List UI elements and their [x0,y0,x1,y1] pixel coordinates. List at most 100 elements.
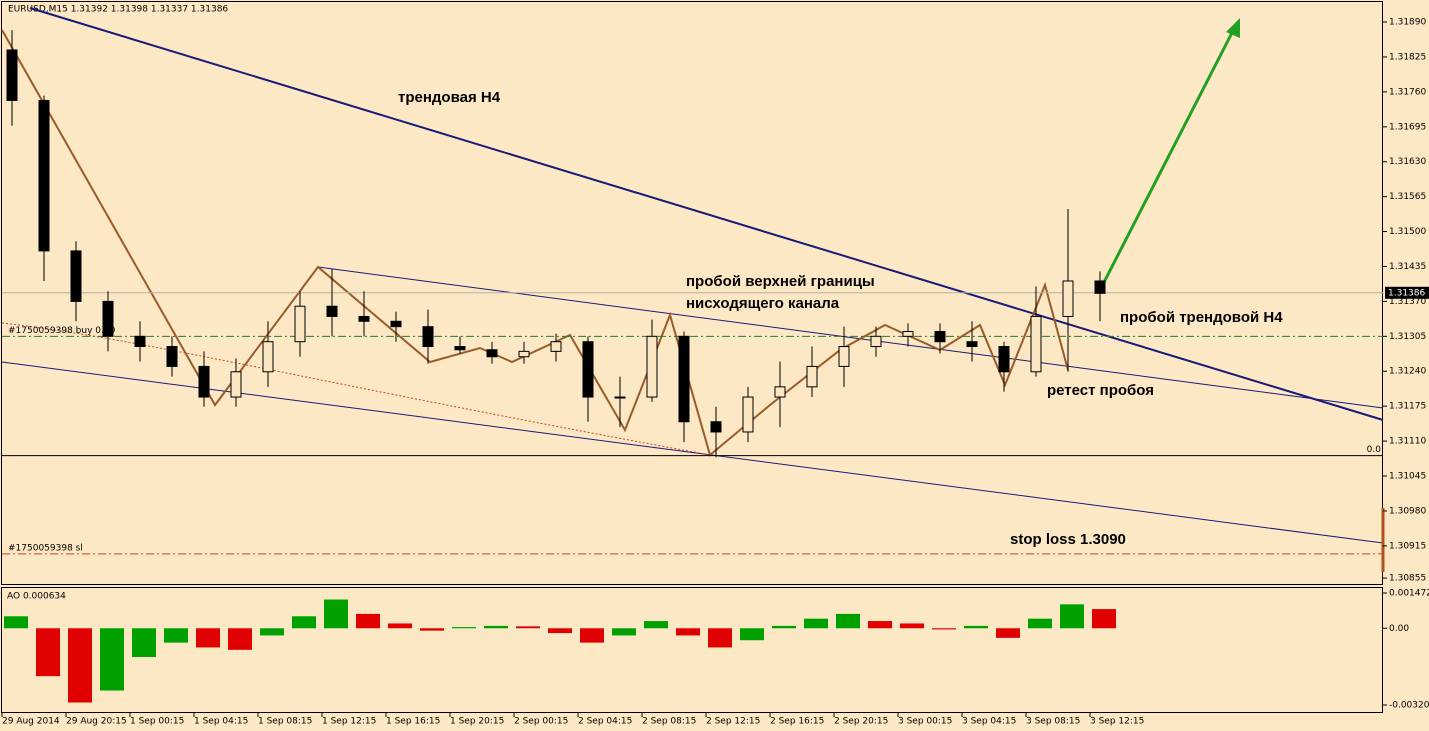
zigzag [1,29,1069,457]
y-tick-label: 1.30915 [1389,541,1426,551]
ao-bar [484,625,508,629]
candle-body [102,300,114,337]
y-tick-label: 1.31695 [1389,122,1426,132]
annotation: нисходящего канала [686,295,840,312]
candle-body [262,341,274,373]
annotation: ретест пробоя [1047,382,1154,399]
x-tick-label: 1 Sep 00:15 [130,717,184,727]
ao-bar [996,628,1020,638]
candle-body [134,335,146,348]
x-tick-label: 2 Sep 16:15 [770,717,824,727]
trendline-h4 [29,7,1384,421]
y-tick-label: 1.31110 [1389,437,1426,447]
ao-bar [132,628,156,657]
y-tick-label: 1.31890 [1389,18,1426,28]
candle-body [6,49,18,101]
ao-bar [292,616,316,629]
ao-bar [324,599,348,629]
candle-body [1062,280,1074,317]
candle-body [230,371,242,398]
candle-body [454,346,466,351]
ao-bar [772,625,796,629]
x-tick-label: 1 Sep 20:15 [450,717,504,727]
candle-body [774,386,786,398]
ao-bar [36,628,60,677]
candle-body [806,365,818,388]
ao-bar [836,613,860,629]
y-tick-label: 1.31630 [1389,157,1426,167]
x-tick-label: 1 Sep 16:15 [386,717,440,727]
x-tick-label: 3 Sep 12:15 [1090,717,1144,727]
candle-body [166,346,178,367]
candle-body [358,315,370,322]
candle-body [838,346,850,367]
y-tick-label: 1.31045 [1389,472,1426,482]
y-tick-label: 1.30855 [1389,574,1426,584]
arrow-head [1226,18,1240,38]
ao-bar [420,628,444,631]
ao-bar [4,616,28,629]
x-tick-label: 2 Sep 04:15 [578,717,632,727]
candle-body [198,365,210,398]
x-tick-label: 3 Sep 04:15 [962,717,1016,727]
candle-body [934,330,946,343]
candle-body [678,335,690,423]
candle-body [614,396,626,399]
ao-bar [260,628,284,636]
ao-bar [68,628,92,703]
ao-bar [1092,609,1116,629]
x-tick-label: 2 Sep 00:15 [514,717,568,727]
y-tick-label: 1.31240 [1389,367,1426,377]
x-tick-label: 29 Aug 20:15 [66,717,127,727]
ao-bar [164,628,188,643]
x-tick-label: 3 Sep 00:15 [898,717,952,727]
candle-body [998,346,1010,373]
ao-title: AO 0.000634 [7,592,66,602]
y-tick-label: 1.30980 [1389,506,1426,516]
channel-upper [317,266,1384,409]
x-tick-label: 1 Sep 08:15 [258,717,312,727]
y-tick-label: 1.31500 [1389,227,1426,237]
ao-bar [868,621,892,629]
ao-bar [1028,618,1052,629]
ao-bar [612,628,636,636]
current-price-label: 1.31386 [1388,288,1425,298]
candle-body [1030,315,1042,373]
candle-body [38,99,50,252]
level-label: #1750059398 sl [8,543,83,553]
y-tick-label: 1.31760 [1389,87,1426,97]
x-tick-label: 3 Sep 08:15 [1026,717,1080,727]
ao-bar [580,628,604,643]
ao-bar [388,623,412,629]
candle-body [1094,280,1106,294]
annotation: stop loss 1.3090 [1010,531,1126,548]
candle-body [326,305,338,317]
annotation: пробой верхней границы [686,273,875,290]
candle-body [486,349,498,358]
candle-body [550,341,562,352]
y-tick-label: 1.31565 [1389,192,1426,202]
y-tick-label: 1.31305 [1389,332,1426,342]
y-tick-label: 1.31825 [1389,52,1426,62]
candle-body [294,305,306,343]
y-tick-label: 1.31435 [1389,262,1426,272]
ao-bar [196,628,220,648]
ao-bar [548,628,572,634]
ao-bar [356,613,380,629]
candle-body [422,326,434,348]
current-price-box [1385,286,1429,299]
ao-bar [516,626,540,629]
x-tick-label: 1 Sep 12:15 [322,717,376,727]
candle-body [742,396,754,433]
ao-bar [932,628,956,630]
candle-body [966,341,978,348]
candle-body [70,250,82,302]
ao-bar [740,628,764,641]
ao-bar [100,628,124,691]
candle-body [870,335,882,348]
ao-bar [452,627,476,629]
ao-bar [644,621,668,629]
candle-body [646,335,658,398]
